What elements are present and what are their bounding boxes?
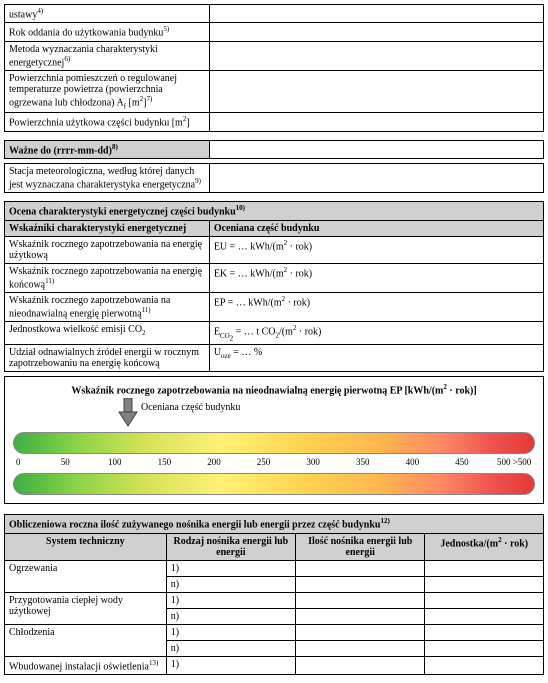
info-value — [209, 5, 543, 23]
assessment-value: EP = … kWh/(m2 · rok) — [209, 292, 543, 321]
calc-rodzaj: n) — [166, 640, 295, 656]
calc-jednostka — [425, 592, 544, 608]
assessment-label: Udział odnawialnych źródeł energii w roc… — [5, 345, 210, 372]
assessment-title: Ocena charakterystyki energetycznej częś… — [5, 202, 544, 220]
ep-scale-block: Wskaźnik rocznego zapotrzebowania na nie… — [4, 376, 544, 504]
info-value — [209, 23, 543, 41]
calc-ilosc — [296, 576, 425, 592]
calc-jednostka — [425, 624, 544, 640]
ep-arrow-label: Oceniana część budynku — [141, 402, 240, 413]
calc-system: Ogrzewania — [5, 560, 167, 592]
assessment-label: Wskaźnik rocznego zapotrzebowania na ene… — [5, 263, 210, 292]
calc-jednostka — [425, 560, 544, 576]
calc-ilosc — [296, 640, 425, 656]
ep-scale-title: Wskaźnik rocznego zapotrzebowania na nie… — [13, 383, 535, 396]
calc-ilosc — [296, 608, 425, 624]
info-value — [209, 41, 543, 70]
ep-arrow-icon — [118, 398, 138, 428]
calc-h-rodzaj: Rodzaj nośnika energii lub energii — [166, 533, 295, 560]
assessment-value: EU = … kWh/(m2 · rok) — [209, 236, 543, 263]
calc-ilosc — [296, 624, 425, 640]
building-info-table: ustawy4)Rok oddania do użytkowania budyn… — [4, 4, 544, 132]
ep-tick: 0 — [16, 457, 21, 467]
ep-tick: 200 — [207, 457, 221, 467]
station-value — [209, 163, 543, 192]
ep-tick: 350 — [356, 457, 370, 467]
ep-tick: 300 — [306, 457, 320, 467]
info-label: Rok oddania do użytkowania budynku5) — [5, 23, 210, 41]
calc-rodzaj: 1) — [166, 592, 295, 608]
calc-jednostka — [425, 608, 544, 624]
ep-tick: 500 >500 — [497, 457, 531, 467]
calc-rodzaj: 1) — [166, 656, 295, 674]
calc-rodzaj: 1) — [166, 624, 295, 640]
calc-system: Wbudowanej instalacji oświetlenia13) — [5, 656, 167, 674]
assessment-table: Ocena charakterystyki energetycznej częś… — [4, 201, 544, 372]
calc-h-ilosc: Ilość nośnika energii lub energii — [296, 533, 425, 560]
assessment-value: ECO2 = … t CO2/(m2 · rok) — [209, 322, 543, 345]
info-label: Powierzchnia pomieszczeń o regulowanej t… — [5, 70, 210, 112]
calc-jednostka — [425, 640, 544, 656]
info-value — [209, 113, 543, 131]
calc-ilosc — [296, 656, 425, 674]
calc-h-jednostka: Jednostka/(m2 · rok) — [425, 533, 544, 560]
ep-gradient-bar — [13, 432, 535, 454]
station-table: Stacja meteorologiczna, według której da… — [4, 163, 544, 193]
info-label: Powierzchnia użytkowa części budynku [m2… — [5, 113, 210, 131]
ep-ticks: 0 50 100 150 200 250 300 350 400 450 500 >500 — [13, 457, 535, 469]
ep-tick: 100 — [108, 457, 122, 467]
calc-ilosc — [296, 560, 425, 576]
ep-tick: 50 — [61, 457, 70, 467]
calc-jednostka — [425, 656, 544, 674]
calc-ilosc — [296, 592, 425, 608]
assessment-value: EK = … kWh/(m2 · rok) — [209, 263, 543, 292]
info-value — [209, 70, 543, 112]
calc-table: Obliczeniowa roczna ilość zużywanego noś… — [4, 514, 544, 675]
calc-h-system: System techniczny — [5, 533, 167, 560]
ep-tick: 450 — [455, 457, 469, 467]
valid-until-label: Ważne do (rrrr-mm-dd)8) — [5, 140, 210, 158]
calc-rodzaj: n) — [166, 576, 295, 592]
assessment-value: Uoze = … % — [209, 345, 543, 372]
calc-system: Chłodzenia — [5, 624, 167, 656]
assessment-label: Jednostkowa wielkość emisji CO2 — [5, 322, 210, 345]
calc-rodzaj: n) — [166, 608, 295, 624]
info-label: ustawy4) — [5, 5, 210, 23]
assessment-col1: Wskaźniki charakterystyki energetycznej — [5, 220, 210, 236]
ep-tick: 150 — [158, 457, 172, 467]
calc-rodzaj: 1) — [166, 560, 295, 576]
ep-gradient-bar-2 — [13, 473, 535, 495]
assessment-label: Wskaźnik rocznego zapotrzebowania na ene… — [5, 236, 210, 263]
station-label: Stacja meteorologiczna, według której da… — [5, 163, 210, 192]
ep-tick: 250 — [257, 457, 271, 467]
calc-jednostka — [425, 576, 544, 592]
ep-tick: 400 — [406, 457, 420, 467]
valid-until-value — [209, 140, 543, 158]
valid-until-table: Ważne do (rrrr-mm-dd)8) — [4, 140, 544, 159]
calc-title: Obliczeniowa roczna ilość zużywanego noś… — [5, 515, 544, 533]
calc-system: Przygotowania ciepłej wody użytkowej — [5, 592, 167, 624]
info-label: Metoda wyznaczania charakterystyki energ… — [5, 41, 210, 70]
assessment-col2: Oceniana część budynku — [209, 220, 543, 236]
assessment-label: Wskaźnik rocznego zapotrzebowania na nie… — [5, 292, 210, 321]
